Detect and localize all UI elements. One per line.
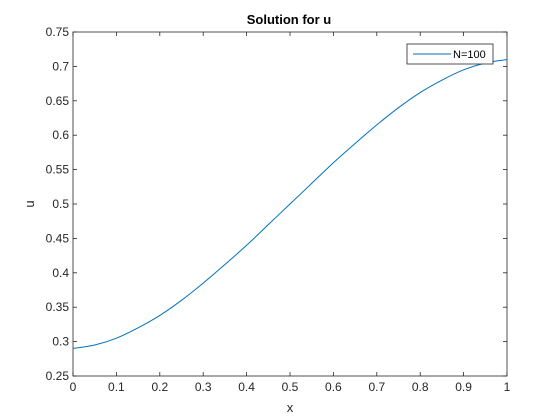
y-tick-label-0: 0.25	[46, 369, 70, 383]
x-tick-label-1: 0.1	[108, 380, 125, 394]
legend: N=100	[406, 43, 494, 65]
series-line-0	[72, 59, 508, 349]
y-tick-label-3: 0.4	[52, 266, 69, 280]
x-axis-title: x	[287, 400, 294, 415]
y-axis-title: u	[22, 200, 37, 207]
y-tick-label-6: 0.55	[46, 163, 70, 177]
y-tick-label-7: 0.6	[52, 128, 69, 142]
x-tick-label-5: 0.5	[282, 380, 299, 394]
x-tick-label-8: 0.8	[412, 380, 429, 394]
x-tick-label-9: 0.9	[455, 380, 472, 394]
x-tick-label-10: 1	[504, 380, 511, 394]
x-tick-label-7: 0.7	[368, 380, 385, 394]
x-tick-label-3: 0.3	[195, 380, 212, 394]
y-tick-label-9: 0.7	[52, 59, 69, 73]
y-tick-label-4: 0.45	[46, 231, 70, 245]
y-tick-label-2: 0.35	[46, 300, 70, 314]
chart-title: Solution for u	[247, 12, 332, 27]
x-tick-label-0: 0	[70, 380, 77, 394]
y-tick-label-8: 0.65	[46, 94, 70, 108]
series-lines	[72, 59, 508, 349]
x-tick-label-4: 0.4	[238, 380, 255, 394]
legend-label-n100: N=100	[453, 49, 486, 61]
y-tick-label-5: 0.5	[52, 197, 69, 211]
x-tick-label-2: 0.2	[151, 380, 168, 394]
y-tick-label-10: 0.75	[46, 25, 70, 39]
x-axis: 0 0.1 0.2 0.3 0.4 0.5 0.6 0.7 0.8 0.9 1	[70, 32, 511, 394]
x-tick-label-6: 0.6	[325, 380, 342, 394]
y-tick-label-1: 0.3	[52, 335, 69, 349]
plot-area: 0 0.1 0.2 0.3 0.4 0.5 0.6 0.7 0.8 0.9 1 0.25 0.3 0.3…	[46, 25, 511, 394]
y-axis: 0.25 0.3 0.35 0.4 0.45 0.5 0.55 0.6 0.65 0.7 0.75	[46, 25, 507, 383]
